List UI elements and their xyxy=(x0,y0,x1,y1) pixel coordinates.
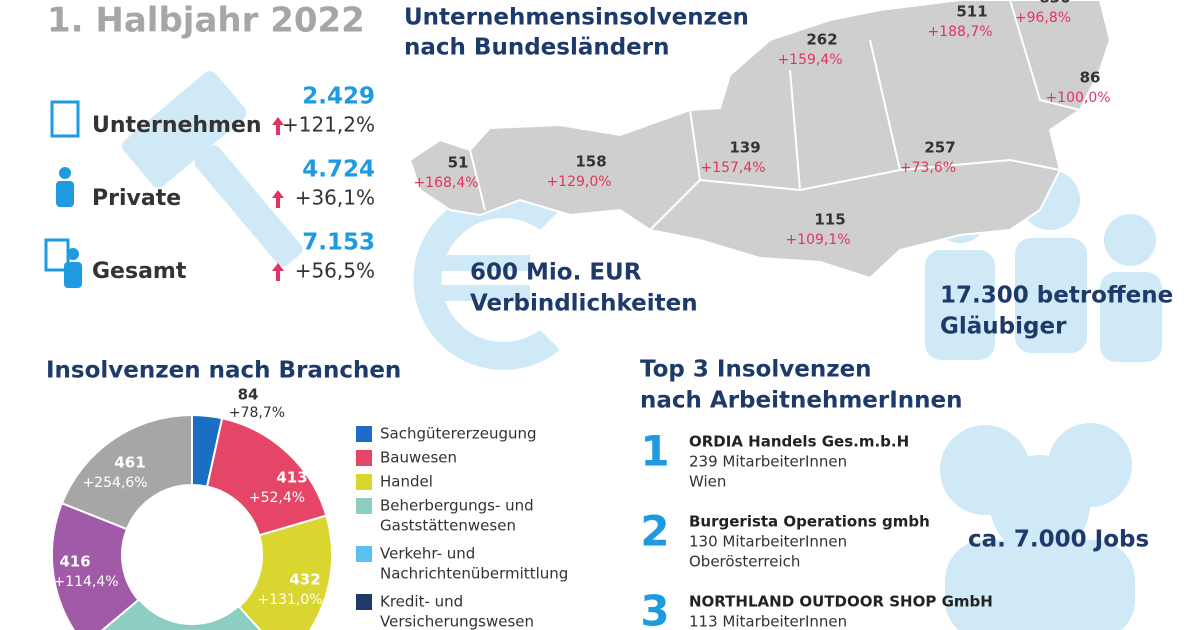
state-value: 262 xyxy=(806,31,837,49)
up-arrow xyxy=(272,117,284,135)
state-change: +96,8% xyxy=(1015,10,1071,26)
company-detail: 239 MitarbeiterInnen xyxy=(689,453,847,471)
state-change: +159,4% xyxy=(777,52,842,68)
summary-change: +56,5% xyxy=(295,259,375,283)
state-value: 115 xyxy=(814,211,845,229)
rank: 2 xyxy=(640,507,669,556)
legend-swatch xyxy=(356,450,372,466)
map-title: Unternehmensinsolvenzen xyxy=(404,5,749,31)
gavel-icon xyxy=(122,71,303,267)
page-title: 1. Halbjahr 2022 xyxy=(47,1,365,41)
segment-value: 413 xyxy=(276,469,307,487)
legend-swatch xyxy=(356,426,372,442)
company-name: NORTHLAND OUTDOOR SHOP GmbH xyxy=(689,593,993,611)
segment-change: +131,0% xyxy=(257,592,322,608)
legend-swatch xyxy=(356,546,372,562)
state-value: 511 xyxy=(956,3,987,21)
legend-label: Versicherungswesen xyxy=(380,613,534,630)
fact: Verbindlichkeiten xyxy=(470,291,698,317)
segment-change: +78,7% xyxy=(229,405,285,421)
summary-icons xyxy=(44,100,82,288)
summary-change: +121,2% xyxy=(282,113,375,137)
fact: ca. 7.000 Jobs xyxy=(968,527,1149,553)
map-title: nach Bundesländern xyxy=(404,35,670,61)
top3-title: nach ArbeitnehmerInnen xyxy=(640,388,963,414)
company-detail: Wien xyxy=(689,473,726,491)
rank: 1 xyxy=(640,427,669,476)
segment-value: 461 xyxy=(114,454,145,472)
up-arrow xyxy=(272,263,284,281)
legend-label: Beherbergungs- und xyxy=(380,497,534,515)
state-change: +73,6% xyxy=(900,160,956,176)
euro-icon xyxy=(413,189,560,371)
legend-swatch xyxy=(356,498,372,514)
segment-value: 416 xyxy=(59,553,90,571)
legend-label: Verkehr- und xyxy=(380,545,475,563)
top3-title: Top 3 Insolvenzen xyxy=(640,357,872,383)
state-value: 257 xyxy=(924,139,955,157)
state-value: 51 xyxy=(448,154,469,172)
company-detail: 130 MitarbeiterInnen xyxy=(689,533,847,551)
euro-bar xyxy=(420,285,530,301)
segment-change: +52,4% xyxy=(249,490,305,506)
legend-label: Gaststättenwesen xyxy=(380,517,516,535)
rank: 3 xyxy=(640,587,669,630)
fact: 17.300 betroffene xyxy=(940,283,1173,309)
segment-value: 432 xyxy=(289,571,320,589)
donut-segment xyxy=(60,413,193,531)
legend-label: Kredit- und xyxy=(380,593,463,611)
legend-label: Handel xyxy=(380,473,433,491)
segment-change: +254,6% xyxy=(82,475,147,491)
state-change: +129,0% xyxy=(546,174,611,190)
summary-label: Unternehmen xyxy=(92,113,262,138)
austria-map xyxy=(408,0,1112,280)
summary-change: +36,1% xyxy=(295,186,375,210)
up-arrow xyxy=(272,190,284,208)
summary-label: Private xyxy=(92,186,181,211)
summary-value: 4.724 xyxy=(302,157,375,183)
company-name: Burgerista Operations gmbh xyxy=(689,513,930,531)
legend-label: Sachgütererzeugung xyxy=(380,425,537,443)
euro-bar xyxy=(420,255,530,271)
state-borders xyxy=(469,0,1081,231)
donut-segment xyxy=(51,501,140,630)
state-change: +100,0% xyxy=(1045,90,1110,106)
fact: Gläubiger xyxy=(940,314,1067,340)
branches-title: Insolvenzen nach Branchen xyxy=(46,358,401,384)
background-icons xyxy=(122,71,1162,630)
summary-value: 2.429 xyxy=(302,84,375,110)
donut-segment xyxy=(237,514,333,630)
legend-swatch xyxy=(356,474,372,490)
segment-change: +114,4% xyxy=(53,574,118,590)
company-detail: Oberösterreich xyxy=(689,553,800,571)
state-value: 830 xyxy=(1039,0,1070,7)
state-value: 86 xyxy=(1080,69,1101,87)
legend-label: Nachrichtenübermittlung xyxy=(380,565,568,583)
state-value: 139 xyxy=(729,139,760,157)
state-value: 158 xyxy=(575,153,606,171)
legend-swatch xyxy=(356,594,372,610)
summary-value: 7.153 xyxy=(302,230,375,256)
company-name: ORDIA Handels Ges.m.b.H xyxy=(689,433,909,451)
company-detail: 113 MitarbeiterInnen xyxy=(689,613,847,630)
segment-value: 84 xyxy=(238,386,259,404)
donut-segment xyxy=(205,417,328,537)
fact: 600 Mio. EUR xyxy=(470,260,642,286)
state-change: +188,7% xyxy=(927,24,992,40)
summary-label: Gesamt xyxy=(92,259,187,284)
legend-label: Bauwesen xyxy=(380,449,457,467)
state-change: +157,4% xyxy=(700,160,765,176)
state-change: +109,1% xyxy=(785,232,850,248)
state-change: +168,4% xyxy=(413,175,478,191)
